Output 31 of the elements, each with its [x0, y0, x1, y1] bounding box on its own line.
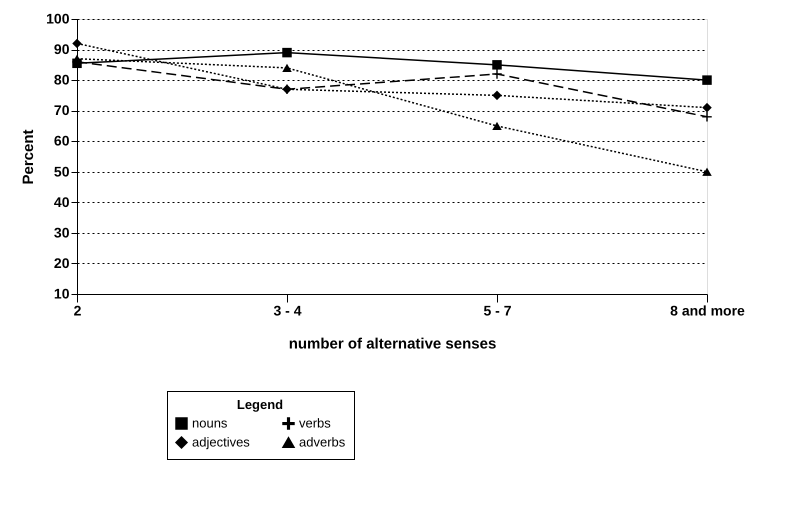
y-axis-title: Percent: [20, 129, 38, 185]
y-tick-label: 100: [46, 10, 70, 26]
x-axis-title: number of alternative senses: [288, 336, 496, 352]
point: [702, 75, 712, 85]
y-tick-label: 60: [54, 132, 70, 149]
legend-label: verbs: [299, 416, 332, 431]
point: [282, 64, 292, 72]
point: [282, 48, 292, 58]
point: [702, 168, 712, 176]
x-tick-label: 5 - 7: [483, 302, 512, 318]
y-tick-label: 40: [54, 194, 70, 210]
point: [702, 102, 712, 112]
y-tick-label: 20: [54, 254, 70, 271]
y-tick-label: 30: [54, 224, 70, 240]
y-tick-label: 50: [54, 163, 70, 180]
point: [282, 84, 292, 94]
y-tick-label: 70: [54, 102, 70, 118]
point: [492, 60, 502, 70]
legend-label: nouns: [192, 416, 228, 431]
y-tick-label: 10: [54, 286, 70, 302]
point: [492, 122, 502, 130]
legend-label: adjectives: [192, 434, 250, 450]
x-tick-label: 3 - 4: [273, 302, 302, 318]
x-tick-label: 8 and more: [670, 302, 746, 318]
legend-label: adverbs: [299, 434, 346, 450]
y-tick-label: 80: [54, 72, 70, 88]
x-tick-label: 2: [74, 302, 82, 318]
legend-title: Legend: [236, 397, 284, 412]
y-tick-label: 90: [54, 41, 70, 58]
point: [72, 38, 82, 48]
point: [492, 90, 502, 100]
